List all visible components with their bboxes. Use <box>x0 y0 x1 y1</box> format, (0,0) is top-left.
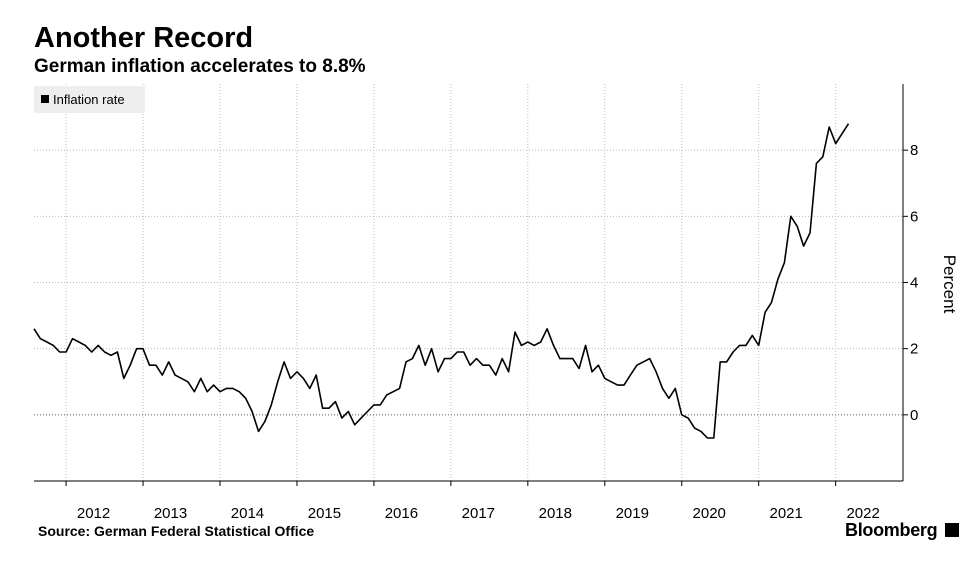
bloomberg-logo: Bloomberg <box>845 520 938 540</box>
y-tick-label: 8 <box>910 142 918 159</box>
y-tick-label: 6 <box>910 208 918 225</box>
x-tick-label: 2013 <box>154 505 187 522</box>
series-layer <box>33 123 850 439</box>
x-tick-label: 2015 <box>308 505 341 522</box>
y-tick-label: 4 <box>910 275 918 292</box>
grid <box>34 84 903 481</box>
x-tick-label: 2017 <box>462 505 495 522</box>
x-tick-label: 2022 <box>846 505 879 522</box>
legend-background <box>34 86 145 113</box>
y-tick-label: 0 <box>910 407 918 424</box>
x-tick-label: 2019 <box>616 505 649 522</box>
series-line-inflation-rate <box>33 123 850 439</box>
legend: Inflation rate <box>34 86 145 113</box>
y-axis-label: Percent <box>940 255 959 314</box>
y-tick-label: 2 <box>910 341 918 358</box>
legend-label: Inflation rate <box>53 92 125 107</box>
bloomberg-logo-icon <box>945 523 959 537</box>
x-tick-label: 2014 <box>231 505 264 522</box>
axes: 0 2 4 6 8 2012 2013 2014 2015 2016 2017 2018 2019 202… <box>34 84 959 522</box>
legend-swatch-icon <box>41 95 49 103</box>
x-tick-label: 2018 <box>539 505 572 522</box>
x-tick-label: 2021 <box>769 505 802 522</box>
chart-title: Another Record <box>34 22 254 54</box>
x-tick-label: 2020 <box>693 505 726 522</box>
x-tick-label: 2012 <box>77 505 110 522</box>
x-tick-label: 2016 <box>385 505 418 522</box>
source-note: Source: German Federal Statistical Offic… <box>38 523 315 539</box>
chart-subtitle: German inflation accelerates to 8.8% <box>34 56 366 77</box>
